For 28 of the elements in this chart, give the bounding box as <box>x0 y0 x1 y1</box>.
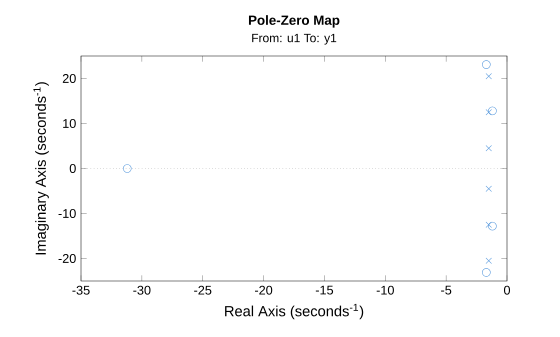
point <box>486 109 492 116</box>
y-tick-label: 0 <box>70 164 76 173</box>
x-tick-label: -20 <box>254 286 272 295</box>
point <box>482 268 491 277</box>
y-tick-label: -20 <box>58 254 76 263</box>
y-tick-label: 10 <box>63 119 76 128</box>
x-tick-label: -15 <box>316 286 334 295</box>
point <box>486 73 492 80</box>
y-axis-title: Imaginary Axis (seconds$^{-1}$) <box>33 82 49 254</box>
x-tick-label: -30 <box>133 286 151 295</box>
x-tick-label: 0 <box>504 286 510 295</box>
y-tick-label: 20 <box>62 74 76 83</box>
x-axis-title: Real Axis (seconds$^{-1}$) <box>225 304 364 320</box>
chart-subtitle: From: u1 To: y1 <box>252 34 336 45</box>
point <box>486 186 492 192</box>
y-tick-label: -10 <box>58 209 76 218</box>
chart-title: Pole-Zero Map <box>248 15 340 28</box>
x-tick-label: -25 <box>194 286 212 295</box>
point <box>488 222 497 230</box>
x-tick-label: -35 <box>72 286 90 295</box>
point <box>488 106 497 116</box>
point <box>482 60 491 69</box>
point <box>486 258 492 264</box>
point <box>122 164 132 173</box>
x-tick-label: -10 <box>376 286 394 295</box>
x-tick-label: -5 <box>441 286 452 295</box>
point <box>486 222 492 228</box>
point <box>486 145 492 152</box>
